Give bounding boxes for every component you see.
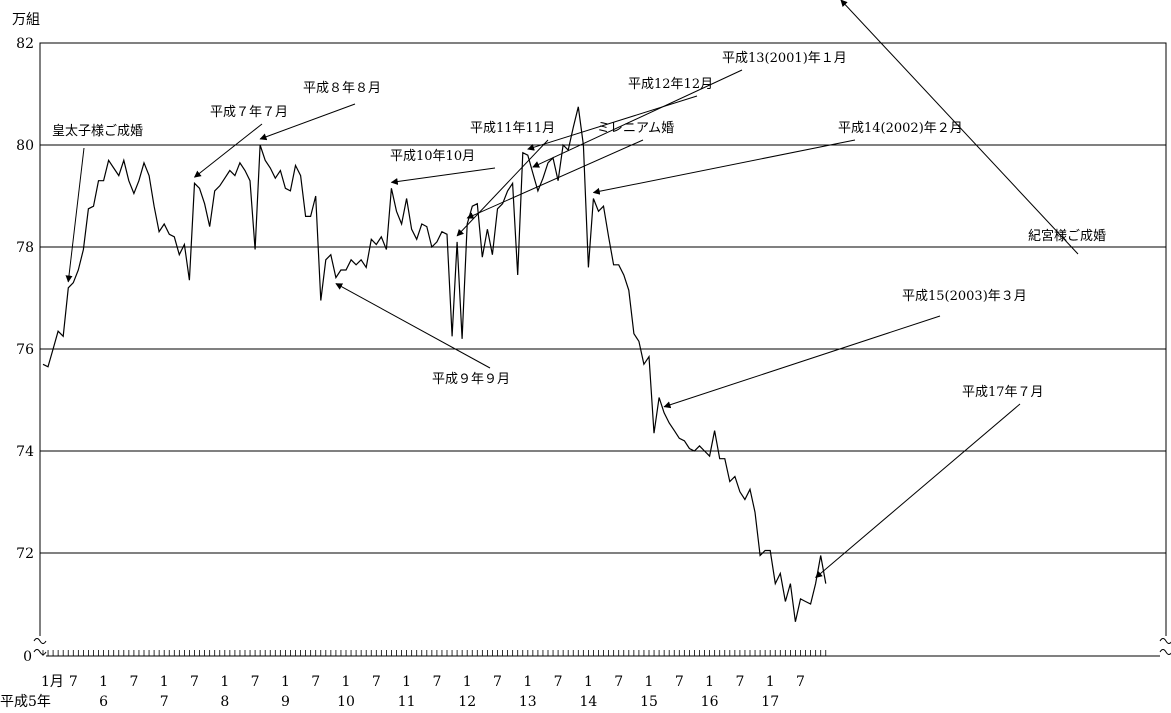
y-tick-label: 80: [16, 138, 34, 154]
annotation-arrow: [456, 139, 549, 237]
y-tick-label: 78: [16, 240, 34, 256]
x-month-label: 7: [190, 674, 199, 690]
x-month-label: 1: [523, 674, 532, 690]
x-year-label: 6: [99, 694, 108, 710]
x-month-label: 1: [99, 674, 108, 690]
x-month-label: 7: [614, 674, 623, 690]
x-month-label: 1: [402, 674, 411, 690]
annotation-label: 平成８年８月: [303, 81, 381, 96]
x-year-label: 12: [458, 694, 476, 710]
annotation-label: 平成７年７月: [210, 105, 288, 120]
x-month-label: 1: [705, 674, 714, 690]
axis-break-gap: [1160, 636, 1171, 658]
x-year-label: 8: [220, 694, 229, 710]
x-month-labels: 1月 7 1 7 1 7 1 7 1 7 1 7 1 7 1 7 1 7 1 7 1 7 1 7 1 7: [41, 674, 805, 690]
x-month-label: 1: [342, 674, 351, 690]
annotation-label: 平成17年７月: [962, 385, 1044, 400]
annotation-arrow: [663, 315, 941, 409]
axis-break-mark: [33, 638, 47, 644]
y-tick-label: 72: [16, 546, 34, 562]
x-month-label: 1: [160, 674, 169, 690]
x-month-label: 1: [220, 674, 229, 690]
plot-frame: [39, 42, 1167, 657]
y-unit-label: 万組: [12, 12, 40, 28]
gridlines: [40, 144, 1166, 554]
annotation-label: ミレニアム婚: [597, 121, 674, 136]
annotation-label: 平成12年12月: [628, 77, 713, 92]
y-tick-label: 0: [23, 649, 32, 665]
y-tick-labels: 82 80 78 76 74 72 0: [16, 36, 34, 665]
annotation-arrow: [335, 283, 491, 369]
annotation-arrow: [193, 123, 263, 178]
y-tick-label: 76: [16, 342, 34, 358]
annotation-arrow: [466, 139, 644, 219]
x-month-label: 7: [735, 674, 744, 690]
x-month-label: 7: [675, 674, 684, 690]
annotation-label: 紀宮様ご成婚: [1028, 228, 1106, 244]
axis-break-mark: [1159, 649, 1171, 655]
x-axis-ticks: [42, 650, 827, 656]
x-month-label: 7: [796, 674, 805, 690]
annotation-label: 平成11年11月: [470, 121, 555, 136]
annotation-label: 平成15(2003)年３月: [902, 289, 1027, 304]
series-line: [42, 106, 827, 622]
x-month-label: 7: [311, 674, 320, 690]
x-month-label: 7: [69, 674, 78, 690]
annotation-arrow: [815, 403, 1021, 579]
x-year-label: 17: [761, 694, 779, 710]
x-year-label: 14: [579, 694, 597, 710]
x-month-label: 7: [129, 674, 138, 690]
y-tick-label: 82: [16, 36, 34, 52]
x-month-label: 1: [463, 674, 472, 690]
annotation-arrow: [532, 69, 743, 168]
axis-break-mark: [1159, 638, 1171, 644]
annotation-label: 平成９年９月: [432, 372, 510, 387]
x-month-label: 7: [251, 674, 260, 690]
annotation-label: 皇太子様ご成婚: [52, 123, 143, 139]
annotation-label: 平成13(2001)年１月: [722, 51, 847, 66]
x-month-label: 1月: [41, 674, 64, 690]
x-year-label: 10: [337, 694, 355, 710]
x-month-label: 7: [554, 674, 563, 690]
x-year-label: 7: [160, 694, 169, 710]
x-year-labels: 平成5年 6 7 8 9 10 11 12 13 14 15 16 17: [0, 694, 779, 710]
annotation-arrow: [592, 139, 856, 195]
y-tick-label: 74: [16, 444, 34, 460]
x-month-label: 7: [432, 674, 441, 690]
x-year-label: 11: [398, 694, 416, 710]
annotation-label: 平成10年10月: [390, 149, 475, 164]
x-year-label: 平成5年: [0, 694, 51, 710]
annotation-arrow: [840, 0, 1079, 255]
x-year-label: 16: [701, 694, 719, 710]
annotation-arrow: [259, 103, 356, 141]
annotation-arrow: [527, 95, 698, 151]
x-month-label: 1: [584, 674, 593, 690]
x-year-label: 13: [519, 694, 537, 710]
annotation-label: 平成14(2002)年２月: [838, 121, 963, 136]
annotation-arrow: [390, 167, 496, 185]
x-year-label: 15: [640, 694, 658, 710]
annotation-arrow: [65, 147, 85, 283]
x-month-label: 7: [493, 674, 502, 690]
x-month-label: 1: [281, 674, 290, 690]
axis-break-mark: [33, 649, 47, 655]
x-year-label: 9: [281, 694, 290, 710]
x-month-label: 1: [766, 674, 775, 690]
x-month-label: 1: [645, 674, 654, 690]
x-month-label: 7: [372, 674, 381, 690]
